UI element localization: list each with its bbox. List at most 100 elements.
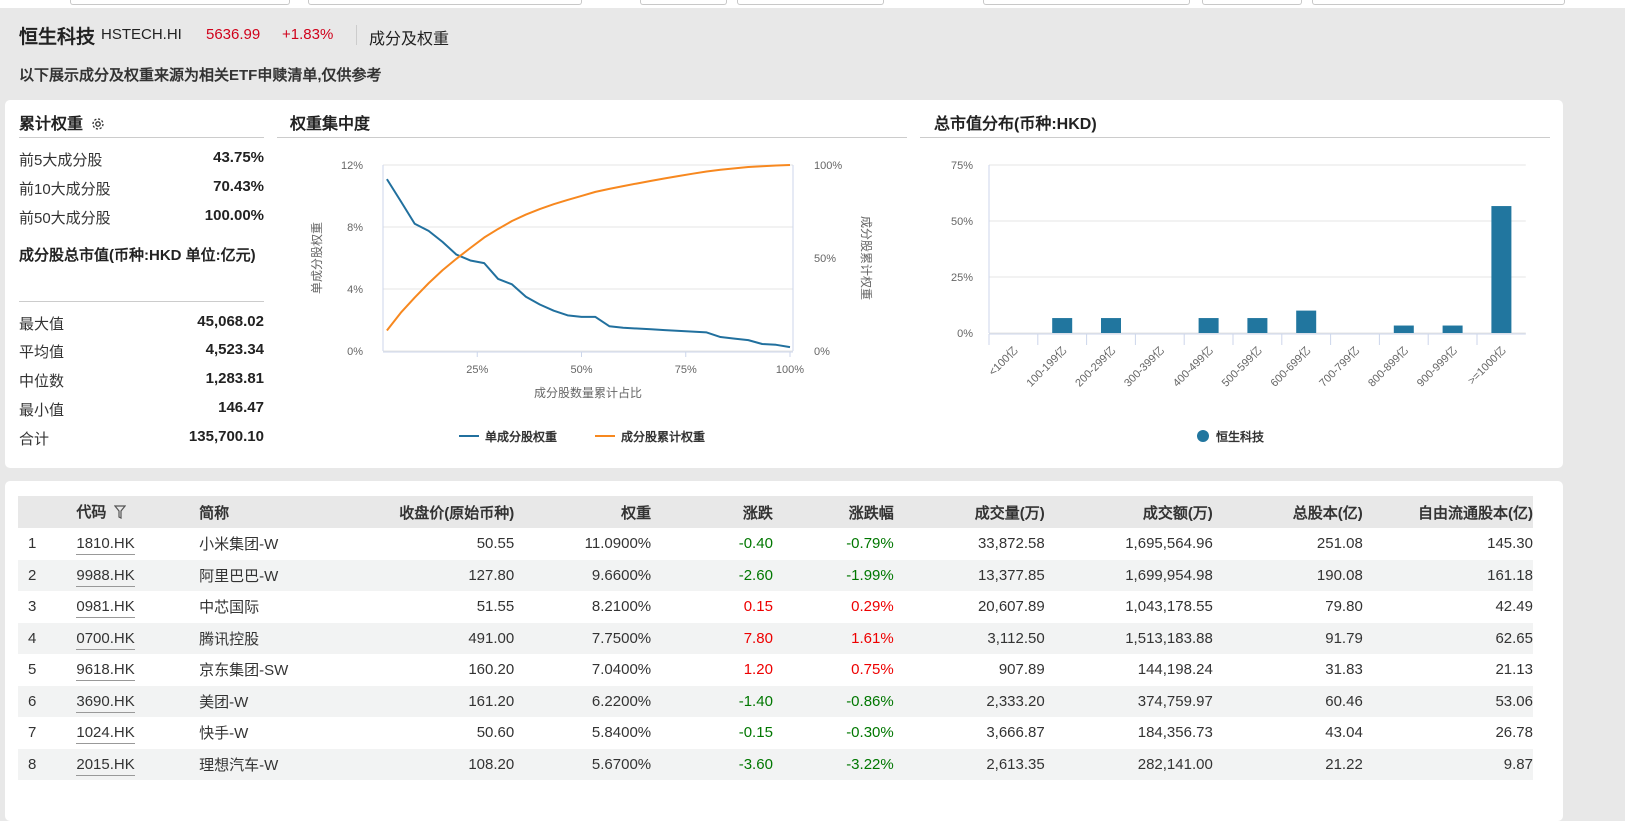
table-row[interactable]: 2 9988.HK 阿里巴巴-W 127.80 9.6600% -2.60 -1.99% 13… bbox=[18, 559, 1533, 592]
index-price: 5636.99 bbox=[206, 26, 261, 43]
cell-amount: 282,141.00 bbox=[1137, 755, 1213, 773]
table-row[interactable]: 1 1810.HK 小米集团-W 50.55 11.0900% -0.40 -0.79% 33… bbox=[18, 528, 1533, 560]
x-tick-label: 100-199亿 bbox=[1024, 344, 1070, 390]
cell-code[interactable]: 3690.HK bbox=[76, 686, 199, 718]
stock-code-link[interactable]: 0981.HK bbox=[76, 598, 135, 619]
stock-code-link[interactable]: 0700.HK bbox=[76, 629, 135, 650]
column-header-amount[interactable]: 成交额(万) bbox=[1044, 496, 1213, 528]
cell-code[interactable]: 2015.HK bbox=[76, 749, 199, 781]
column-label: 简称 bbox=[199, 504, 230, 522]
table-row[interactable]: 6 3690.HK 美团-W 161.20 6.2200% -1.40 -0.86% 2,33… bbox=[18, 685, 1533, 718]
table-row[interactable]: 8 2015.HK 理想汽车-W 108.20 5.6700% -3.60 -3.22% 2,… bbox=[18, 748, 1533, 781]
cell-name: 京东集团-SW bbox=[199, 662, 289, 680]
cell-free-float-shares: 26.78 bbox=[1495, 724, 1533, 742]
column-header-change-pct[interactable]: 涨跌幅 bbox=[772, 496, 894, 528]
cell-name: 美团-W bbox=[199, 693, 249, 711]
table-row[interactable]: 3 0981.HK 中芯国际 51.55 8.2100% 0.15 0.29% 20,607.… bbox=[18, 591, 1533, 623]
x-tick-label: >=1000亿 bbox=[1465, 344, 1508, 387]
cell-free-float-shares: 145.30 bbox=[1487, 535, 1533, 553]
x-tick-label: <100亿 bbox=[986, 344, 1020, 378]
divider bbox=[19, 137, 264, 138]
cell-code[interactable]: 9988.HK bbox=[76, 560, 199, 592]
toolbar-input[interactable] bbox=[308, 0, 582, 5]
cell-code[interactable]: 1810.HK bbox=[76, 528, 199, 560]
column-header-total-shares[interactable]: 总股本(亿) bbox=[1212, 496, 1363, 528]
weight-value: 43.75% bbox=[213, 149, 264, 166]
cell-change: 7.80 bbox=[743, 629, 773, 647]
index-code: HSTECH.HI bbox=[101, 26, 182, 43]
column-header-close-price[interactable]: 收盘价(原始币种) bbox=[330, 496, 515, 528]
index-name: 恒生科技 bbox=[19, 27, 96, 48]
y-tick-label: 12% bbox=[341, 160, 363, 172]
section-title: 成分及权重 bbox=[369, 31, 450, 48]
column-header-name[interactable]: 简称 bbox=[199, 496, 331, 528]
column-header-weight[interactable]: 权重 bbox=[514, 496, 652, 528]
cell-index: 8 bbox=[28, 755, 37, 773]
cell-code[interactable]: 0700.HK bbox=[76, 623, 199, 655]
toolbar-input[interactable] bbox=[1202, 0, 1302, 5]
stock-code-link[interactable]: 2015.HK bbox=[76, 755, 135, 776]
column-label: 成交量(万) bbox=[974, 504, 1045, 522]
filter-icon[interactable] bbox=[114, 505, 127, 523]
x-tick-label: 50% bbox=[570, 364, 592, 376]
divider bbox=[356, 25, 357, 45]
column-header-volume[interactable]: 成交量(万) bbox=[893, 496, 1045, 528]
stock-code-link[interactable]: 9988.HK bbox=[76, 566, 135, 587]
stock-code-link[interactable]: 1024.HK bbox=[76, 724, 135, 745]
weight-label: 前10大成分股 bbox=[19, 181, 111, 198]
cell-total-shares: 91.79 bbox=[1325, 629, 1363, 647]
toolbar-input[interactable] bbox=[640, 0, 727, 5]
y-tick-label: 25% bbox=[951, 272, 973, 284]
y2-axis-title: 成分股累计权重 bbox=[859, 216, 873, 300]
cell-change: -1.40 bbox=[738, 692, 773, 710]
y-tick-label: 4% bbox=[347, 284, 363, 296]
table-row[interactable]: 4 0700.HK 腾讯控股 491.00 7.7500% 7.80 1.61% 3,112.… bbox=[18, 622, 1533, 655]
toolbar-input[interactable] bbox=[983, 0, 1190, 5]
toolbar-input[interactable] bbox=[1312, 0, 1565, 5]
column-header-index[interactable] bbox=[18, 496, 77, 528]
column-header-free-float-shares[interactable]: 自由流通股本(亿) bbox=[1362, 496, 1533, 528]
cell-volume: 3,112.50 bbox=[987, 629, 1045, 647]
divider bbox=[920, 137, 1550, 138]
weight-row: 前5大成分股 43.75% bbox=[19, 149, 264, 170]
bar bbox=[1052, 318, 1073, 333]
mcap-row: 最大值 45,068.02 bbox=[19, 313, 264, 334]
cell-code[interactable]: 9618.HK bbox=[76, 654, 199, 686]
concentration-chart: 0% 4% 8% 12% 0% 50% 100% 25% 50% 75% 100% 成分股数量累计占比… bbox=[310, 160, 873, 444]
toolbar-input[interactable] bbox=[70, 0, 290, 5]
cell-name: 中芯国际 bbox=[199, 599, 260, 617]
cell-weight: 7.0400% bbox=[591, 661, 652, 679]
cell-code[interactable]: 0981.HK bbox=[76, 591, 199, 623]
table-row[interactable]: 5 9618.HK 京东集团-SW 160.20 7.0400% 1.20 0.75% 907… bbox=[18, 654, 1533, 686]
column-label: 自由流通股本(亿) bbox=[1418, 504, 1533, 522]
weight-label: 前50大成分股 bbox=[19, 210, 111, 227]
mcap-label: 合计 bbox=[19, 431, 50, 448]
bar bbox=[1491, 206, 1512, 333]
weight-value: 100.00% bbox=[204, 207, 264, 224]
cell-name: 小米集团-W bbox=[199, 536, 279, 554]
weight-row: 前10大成分股 70.43% bbox=[19, 178, 264, 199]
cell-close-price: 50.55 bbox=[476, 535, 515, 553]
mcap-distribution-chart: 0% 25% 50% 75% <100亿 100-199亿 200-299亿 300-399亿… bbox=[951, 160, 1526, 444]
column-label: 总股本(亿) bbox=[1292, 504, 1363, 522]
column-header-change[interactable]: 涨跌 bbox=[651, 496, 773, 528]
cell-amount: 144,198.24 bbox=[1137, 661, 1213, 679]
stock-code-link[interactable]: 3690.HK bbox=[76, 692, 135, 713]
column-header-code[interactable]: 代码 bbox=[76, 496, 200, 528]
cell-change-pct: -0.86% bbox=[846, 692, 894, 710]
table-row[interactable]: 7 1024.HK 快手-W 50.60 5.8400% -0.15 -0.30% 3,666… bbox=[18, 717, 1533, 749]
stock-code-link[interactable]: 9618.HK bbox=[76, 661, 135, 682]
cell-code[interactable]: 1024.HK bbox=[76, 717, 199, 749]
cell-total-shares: 21.22 bbox=[1325, 755, 1363, 773]
gear-icon[interactable] bbox=[91, 117, 105, 136]
overview-card bbox=[5, 100, 1563, 468]
cell-total-shares: 31.83 bbox=[1325, 661, 1363, 679]
cell-total-shares: 79.80 bbox=[1325, 598, 1363, 616]
cell-change-pct: -3.22% bbox=[846, 755, 894, 773]
y-tick-label: 8% bbox=[347, 222, 363, 234]
stock-code-link[interactable]: 1810.HK bbox=[76, 535, 135, 556]
constituents-card bbox=[5, 481, 1563, 821]
mcap-label: 最小值 bbox=[19, 402, 65, 419]
cell-change-pct: 0.75% bbox=[851, 661, 894, 679]
toolbar-input[interactable] bbox=[737, 0, 884, 5]
